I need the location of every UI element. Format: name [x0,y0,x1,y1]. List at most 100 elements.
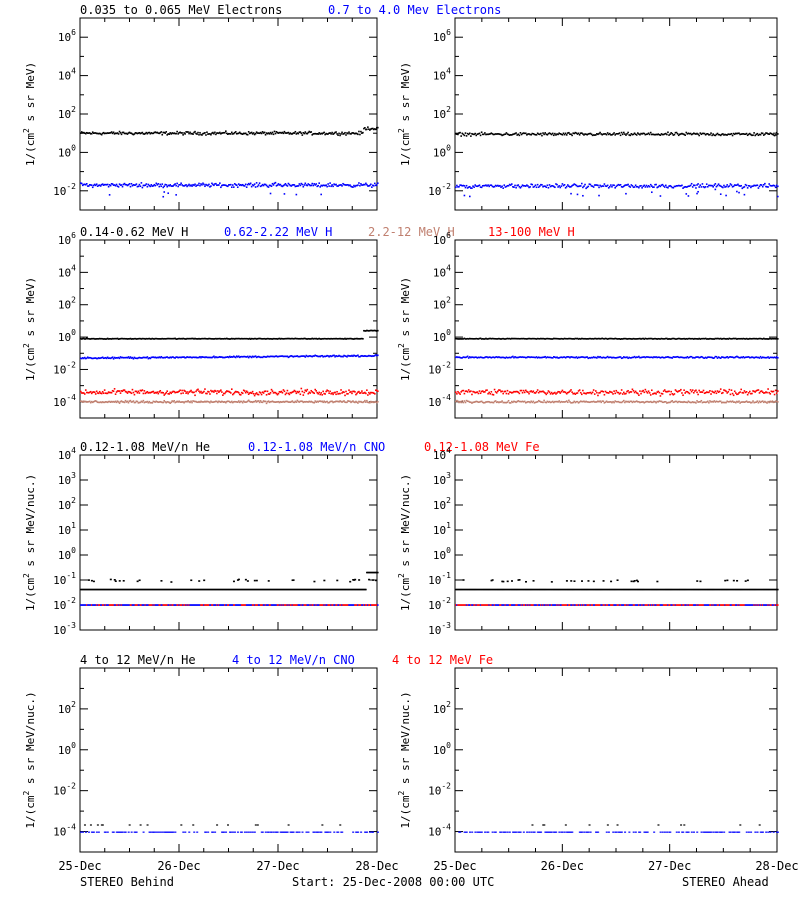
data-point [284,400,287,403]
data-point [457,588,459,591]
data-point [730,389,733,392]
data-point [519,389,522,392]
data-point [736,338,738,340]
data-point [486,401,488,403]
data-point [117,604,120,606]
data-point [140,390,143,392]
data-point [142,604,145,606]
data-point [741,391,744,394]
data-point [489,604,492,606]
data-point [744,183,747,186]
data-point [108,184,111,186]
data-point [569,390,571,393]
data-point [118,183,121,185]
data-point [178,604,180,606]
data-point [455,588,457,591]
data-point [688,392,691,395]
data-point [612,133,614,135]
data-point [154,588,157,591]
data-point [564,588,567,591]
data-point [307,355,310,358]
data-point [370,604,372,606]
data-point [289,355,292,357]
data-point [505,604,508,606]
data-point [363,392,365,394]
data-point [119,356,122,358]
data-point [97,357,100,359]
data-point [360,604,362,606]
data-point [456,588,458,591]
data-point [201,588,203,591]
data-point [652,186,654,189]
data-point [230,355,233,358]
data-point [481,356,484,359]
data-point [331,588,333,591]
data-point [669,133,671,136]
data-point [548,184,551,186]
data-point [549,401,552,404]
data-point [349,337,351,340]
data-point [213,588,215,591]
data-point [709,588,711,591]
data-point [649,131,652,134]
data-point [81,337,84,340]
data-point [758,400,761,403]
data-point [353,604,355,606]
data-point [592,588,595,591]
data-point [513,588,515,591]
data-point [661,588,664,591]
data-point [326,338,328,340]
data-point [532,133,535,135]
data-point [736,184,738,186]
data-point [91,391,94,394]
y-tick-label: 100 [58,143,76,159]
data-point [287,401,290,403]
data-point [591,337,594,340]
data-point [187,337,189,340]
data-point [726,579,729,582]
data-point [154,391,157,394]
data-point [571,588,573,591]
data-point [547,588,550,591]
data-point [595,390,597,392]
data-point [647,184,650,187]
data-point [267,337,270,340]
data-point [374,604,376,606]
data-point [329,182,331,184]
data-point [336,604,338,606]
data-point [188,132,190,135]
data-point [159,131,162,134]
data-point [136,604,139,606]
data-point [311,588,314,591]
data-point [652,393,654,395]
data-point [137,402,140,404]
data-point [340,400,342,403]
data-point [270,604,273,606]
data-point [190,588,192,591]
data-point [324,393,326,395]
data-point [159,338,162,340]
data-point [289,338,292,340]
data-point [461,389,464,392]
data-point [457,133,459,136]
data-point [205,588,207,591]
data-point [755,588,758,591]
data-point [760,357,763,359]
data-point [82,131,85,134]
data-point [759,133,762,136]
data-point [642,337,644,340]
data-point [619,134,622,137]
data-point [354,604,356,606]
data-point [160,391,163,394]
data-point [670,400,672,403]
data-point [644,401,647,403]
data-point [492,186,495,188]
data-point [94,604,97,606]
data-point [360,130,362,133]
data-point [362,401,364,404]
data-point [588,183,591,185]
data-point [752,390,754,392]
data-point [137,357,140,359]
data-point [642,588,644,591]
data-point [131,588,134,591]
